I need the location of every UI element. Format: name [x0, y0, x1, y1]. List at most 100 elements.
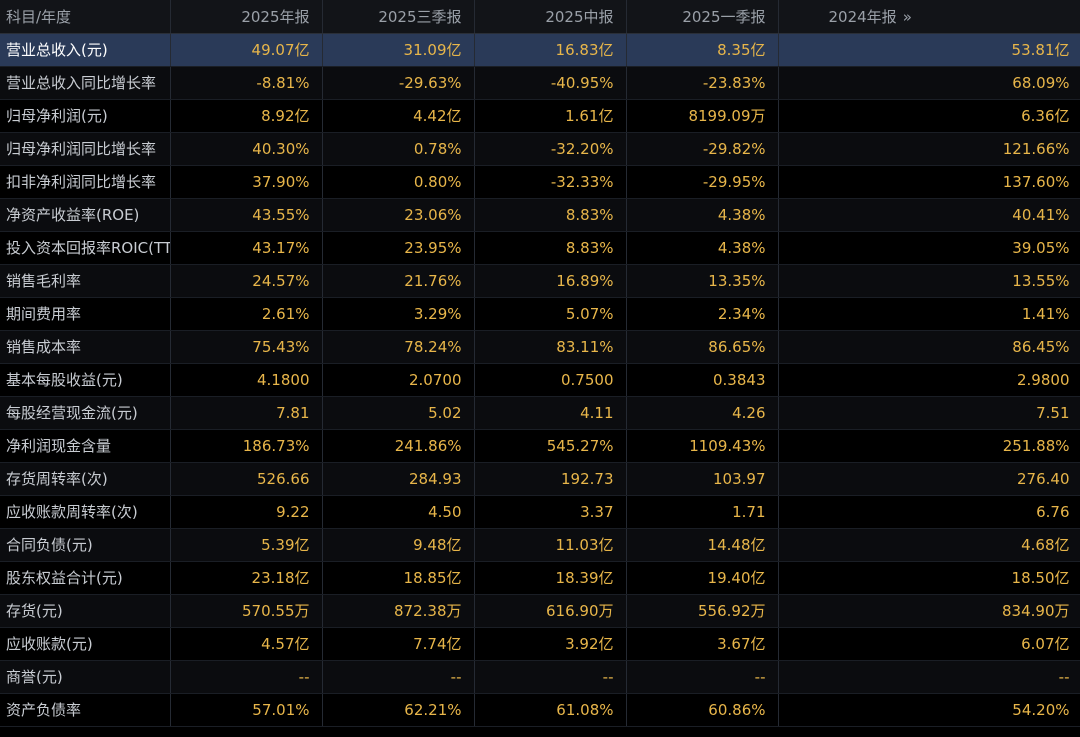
cell-value: 3.92亿: [474, 627, 627, 661]
table-row[interactable]: 每股经营现金流(元) 7.81 5.02 4.11 4.26 7.51: [0, 396, 1080, 430]
cell-value: 57.01%: [170, 693, 323, 727]
table-row[interactable]: 净资产收益率(ROE) 43.55% 23.06% 8.83% 4.38% 40.41%: [0, 198, 1080, 232]
cell-value: 556.92万: [626, 594, 779, 628]
cell-value: 62.21%: [322, 693, 475, 727]
row-label: 投入资本回报率ROIC(TTM): [0, 231, 171, 265]
cell-value: 83.11%: [474, 330, 627, 364]
cell-value: 276.40: [778, 462, 1080, 496]
row-label: 销售成本率: [0, 330, 171, 364]
table-row[interactable]: 归母净利润同比增长率 40.30% 0.78% -32.20% -29.82% 121.6…: [0, 132, 1080, 166]
cell-value: 6.76: [778, 495, 1080, 529]
cell-value: 61.08%: [474, 693, 627, 727]
cell-value: 251.88%: [778, 429, 1080, 463]
cell-value: 3.37: [474, 495, 627, 529]
row-label: 资产负债率: [0, 693, 171, 727]
cell-value: 4.1800: [170, 363, 323, 397]
cell-value: 4.26: [626, 396, 779, 430]
cell-value: 2.0700: [322, 363, 475, 397]
table-row[interactable]: 资产负债率 57.01% 62.21% 61.08% 60.86% 54.20%: [0, 693, 1080, 727]
cell-value: 9.48亿: [322, 528, 475, 562]
cell-value: 137.60%: [778, 165, 1080, 199]
cell-value: 1.71: [626, 495, 779, 529]
cell-value: 19.40亿: [626, 561, 779, 595]
cell-value: 4.11: [474, 396, 627, 430]
table-row[interactable]: 净利润现金含量 186.73% 241.86% 545.27% 1109.43% 251.…: [0, 429, 1080, 463]
table-body: 营业总收入(元) 49.07亿 31.09亿 16.83亿 8.35亿 53.81亿 营业总…: [0, 33, 1080, 727]
column-header-2025-q3[interactable]: 2025三季报: [322, 0, 475, 34]
column-header-2024-annual[interactable]: 2024年报 »: [778, 0, 1080, 34]
column-header-2024-annual-label: 2024年报: [828, 7, 897, 26]
table-row[interactable]: 销售成本率 75.43% 78.24% 83.11% 86.65% 86.45%: [0, 330, 1080, 364]
table-row[interactable]: 营业总收入(元) 49.07亿 31.09亿 16.83亿 8.35亿 53.81亿: [0, 33, 1080, 67]
table-row[interactable]: 期间费用率 2.61% 3.29% 5.07% 2.34% 1.41%: [0, 297, 1080, 331]
cell-value: 8199.09万: [626, 99, 779, 133]
row-label: 净利润现金含量: [0, 429, 171, 463]
cell-value: 75.43%: [170, 330, 323, 364]
column-header-2025-q1[interactable]: 2025一季报: [626, 0, 779, 34]
row-label: 归母净利润(元): [0, 99, 171, 133]
cell-value: 2.61%: [170, 297, 323, 331]
row-label: 归母净利润同比增长率: [0, 132, 171, 166]
cell-value: 5.39亿: [170, 528, 323, 562]
table-row[interactable]: 销售毛利率 24.57% 21.76% 16.89% 13.35% 13.55%: [0, 264, 1080, 298]
cell-value: 18.39亿: [474, 561, 627, 595]
more-columns-icon[interactable]: »: [902, 7, 912, 26]
cell-value: 7.51: [778, 396, 1080, 430]
table-row[interactable]: 扣非净利润同比增长率 37.90% 0.80% -32.33% -29.95% 137.6…: [0, 165, 1080, 199]
cell-value: 4.42亿: [322, 99, 475, 133]
row-label: 商誉(元): [0, 660, 171, 694]
column-header-2025-interim[interactable]: 2025中报: [474, 0, 627, 34]
column-header-2025-annual[interactable]: 2025年报: [170, 0, 323, 34]
cell-value: 86.65%: [626, 330, 779, 364]
cell-value: 4.38%: [626, 231, 779, 265]
cell-value: 8.35亿: [626, 33, 779, 67]
cell-value: 40.30%: [170, 132, 323, 166]
row-label: 存货(元): [0, 594, 171, 628]
cell-value: 241.86%: [322, 429, 475, 463]
cell-value: -29.82%: [626, 132, 779, 166]
cell-value: 86.45%: [778, 330, 1080, 364]
row-label: 每股经营现金流(元): [0, 396, 171, 430]
table-row[interactable]: 存货周转率(次) 526.66 284.93 192.73 103.97 276.40: [0, 462, 1080, 496]
cell-value: 0.7500: [474, 363, 627, 397]
cell-value: 78.24%: [322, 330, 475, 364]
cell-value: 60.86%: [626, 693, 779, 727]
table-header: 科目/年度 2025年报 2025三季报 2025中报 2025一季报 2024…: [0, 0, 1080, 34]
cell-value: --: [474, 660, 627, 694]
cell-value: 0.3843: [626, 363, 779, 397]
table-row[interactable]: 营业总收入同比增长率 -8.81% -29.63% -40.95% -23.83% 68.…: [0, 66, 1080, 100]
cell-value: --: [778, 660, 1080, 694]
cell-value: 23.18亿: [170, 561, 323, 595]
row-label: 股东权益合计(元): [0, 561, 171, 595]
table-row[interactable]: 基本每股收益(元) 4.1800 2.0700 0.7500 0.3843 2.9800: [0, 363, 1080, 397]
cell-value: 13.35%: [626, 264, 779, 298]
table-row[interactable]: 应收账款周转率(次) 9.22 4.50 3.37 1.71 6.76: [0, 495, 1080, 529]
row-label: 合同负债(元): [0, 528, 171, 562]
row-label: 应收账款(元): [0, 627, 171, 661]
table-row[interactable]: 应收账款(元) 4.57亿 7.74亿 3.92亿 3.67亿 6.07亿: [0, 627, 1080, 661]
cell-value: 24.57%: [170, 264, 323, 298]
table-row[interactable]: 商誉(元) -- -- -- -- --: [0, 660, 1080, 694]
table-row[interactable]: 存货(元) 570.55万 872.38万 616.90万 556.92万 834.90万: [0, 594, 1080, 628]
table-row[interactable]: 投入资本回报率ROIC(TTM)43.17%23.95%8.83%4.38%39…: [0, 231, 1080, 265]
cell-value: 18.50亿: [778, 561, 1080, 595]
cell-value: -29.63%: [322, 66, 475, 100]
cell-value: 545.27%: [474, 429, 627, 463]
cell-value: 4.68亿: [778, 528, 1080, 562]
cell-value: 3.67亿: [626, 627, 779, 661]
cell-value: 40.41%: [778, 198, 1080, 232]
cell-value: 23.95%: [322, 231, 475, 265]
cell-value: --: [322, 660, 475, 694]
cell-value: 7.74亿: [322, 627, 475, 661]
cell-value: -23.83%: [626, 66, 779, 100]
cell-value: 7.81: [170, 396, 323, 430]
table-row[interactable]: 归母净利润(元) 8.92亿 4.42亿 1.61亿 8199.09万 6.36亿: [0, 99, 1080, 133]
cell-value: 6.36亿: [778, 99, 1080, 133]
row-label: 销售毛利率: [0, 264, 171, 298]
cell-value: 49.07亿: [170, 33, 323, 67]
table-row[interactable]: 合同负债(元) 5.39亿 9.48亿 11.03亿 14.48亿 4.68亿: [0, 528, 1080, 562]
table-row[interactable]: 股东权益合计(元) 23.18亿 18.85亿 18.39亿 19.40亿 18.50亿: [0, 561, 1080, 595]
cell-value: 872.38万: [322, 594, 475, 628]
cell-value: 31.09亿: [322, 33, 475, 67]
cell-value: 5.02: [322, 396, 475, 430]
